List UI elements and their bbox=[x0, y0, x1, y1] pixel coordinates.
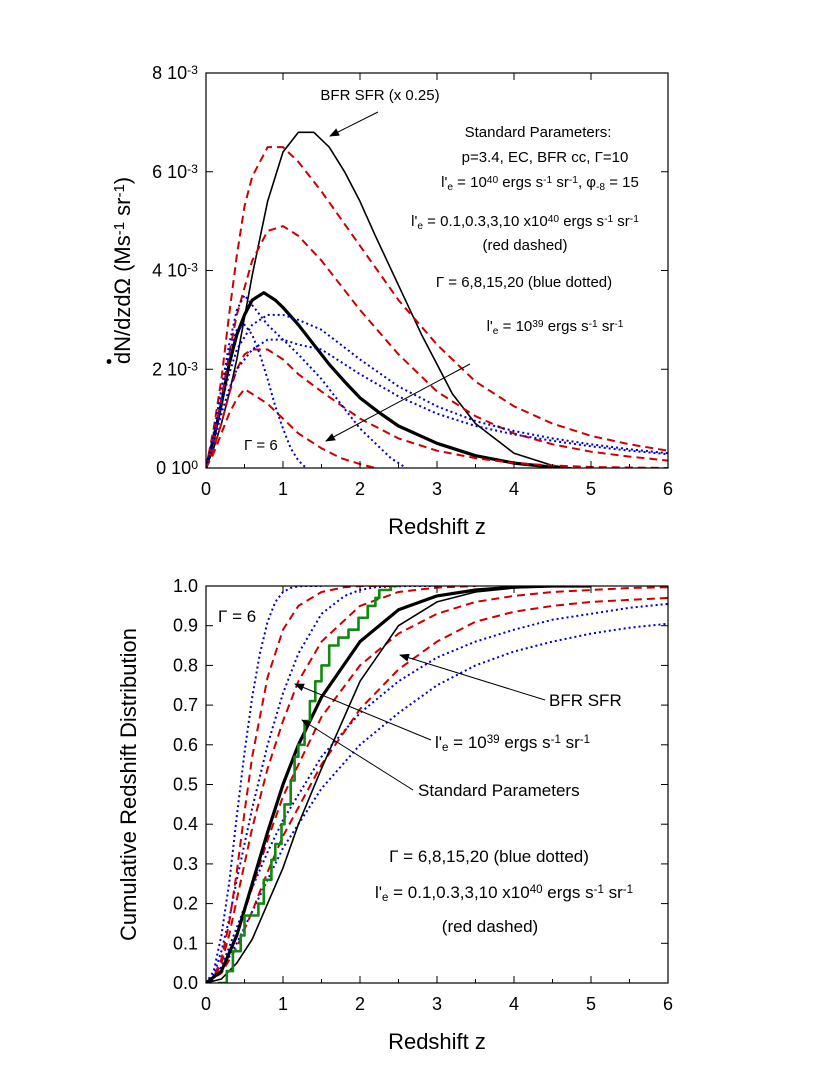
x-tick-label: 5 bbox=[586, 479, 596, 499]
x-tick-label: 1 bbox=[278, 479, 288, 499]
series-line-red-dashed-2 bbox=[206, 146, 668, 468]
series-group bbox=[206, 586, 668, 983]
annotation-g6b: Γ = 6 bbox=[218, 607, 256, 626]
annotation-le: l'e = 0.1,0.3,3,10 x1040 ergs s-1 sr-1 bbox=[411, 213, 639, 232]
series-line-red-dashed-4 bbox=[206, 348, 668, 468]
annotation-g6: Γ = 6 bbox=[244, 437, 278, 454]
y-tick-label: 0.7 bbox=[173, 695, 198, 715]
y-tick-label: 0.8 bbox=[173, 655, 198, 675]
annotation-arrow bbox=[399, 653, 546, 701]
annotation-gam: Γ = 6,8,15,20 (blue dotted) bbox=[436, 274, 612, 291]
annotation-red2: (red dashed) bbox=[442, 917, 538, 936]
derivative-dot bbox=[106, 359, 112, 364]
annotation-std4: Standard Parameters bbox=[418, 781, 580, 800]
series-line-blue-dotted-3 bbox=[206, 622, 668, 983]
series-line-black-thick-0 bbox=[206, 291, 561, 468]
annotation-red: (red dashed) bbox=[482, 237, 567, 254]
annotation-le39b: l'e = 1039 ergs s-1 sr-1 bbox=[435, 733, 590, 754]
x-axis-label: Redshift z bbox=[388, 514, 486, 539]
y-tick-label: 0.6 bbox=[173, 735, 198, 755]
series-line-blue-dotted-8 bbox=[206, 313, 668, 468]
y-axis-label: Cumulative Redshift Distribution bbox=[116, 628, 141, 941]
annotation-arrow bbox=[325, 363, 471, 442]
annotation-le2: l'e = 0.1,0.3,3,10 x1040 ergs s-1 sr-1 bbox=[375, 883, 633, 904]
y-tick-label: 0 100 bbox=[156, 458, 198, 478]
y-tick-label: 0.9 bbox=[173, 616, 198, 636]
y-tick-label: 0.2 bbox=[173, 894, 198, 914]
x-axis-label: Redshift z bbox=[388, 1029, 486, 1054]
annotation-gam2: Γ = 6,8,15,20 (blue dotted) bbox=[389, 847, 589, 866]
annotation-arrow bbox=[301, 719, 414, 791]
y-tick-label: 6 10-3 bbox=[152, 162, 198, 182]
top-panel-density-plot: 0 1 2 3 4 5 6 0 100 2 10-3 4 10-3 6 10-3 8 10-3 Reds… bbox=[106, 63, 673, 539]
x-tick-label: 6 bbox=[663, 479, 673, 499]
y-axis-label: dN/dzdΩ (Ms-1 sr-1) bbox=[110, 177, 135, 364]
annotation-std: Standard Parameters: bbox=[465, 124, 612, 141]
x-tick-label: 4 bbox=[509, 994, 519, 1014]
series-line-black-thin-9 bbox=[206, 586, 591, 983]
series-line-blue-dotted-0 bbox=[206, 586, 322, 983]
series-line-red-dashed-4 bbox=[206, 586, 399, 983]
series-line-red-dashed-5 bbox=[206, 388, 376, 468]
bottom-panel-cumulative-plot: 0 1 2 3 4 5 6 0.0 0.1 0.2 0.3 0.4 0.5 0.6 0.7 0.8 0.9 1.0… bbox=[116, 576, 673, 1054]
series-line-red-dashed-3 bbox=[206, 225, 668, 468]
series-line-blue-dotted-7 bbox=[206, 294, 407, 468]
y-tick-label: 2 10-3 bbox=[152, 359, 198, 379]
x-tick-label: 1 bbox=[278, 994, 288, 1014]
annotation-std3: l'e = 1040 ergs s-1 sr-1, φ-8 = 15 bbox=[441, 174, 639, 193]
y-tick-label: 0.4 bbox=[173, 814, 198, 834]
x-tick-label: 5 bbox=[586, 994, 596, 1014]
x-tick-label: 0 bbox=[201, 479, 211, 499]
y-tick-label: 4 10-3 bbox=[152, 261, 198, 281]
annotation-arrow bbox=[294, 683, 432, 741]
annotation-bfr: BFR SFR (x 0.25) bbox=[320, 87, 439, 104]
y-tick-label: 8 10-3 bbox=[152, 63, 198, 83]
series-line-red-dashed-5 bbox=[206, 586, 476, 983]
x-tick-label: 6 bbox=[663, 994, 673, 1014]
x-tick-label: 0 bbox=[201, 994, 211, 1014]
y-tick-label: 0.3 bbox=[173, 854, 198, 874]
y-tick-label: 0.1 bbox=[173, 933, 198, 953]
series-line-black-thick-8 bbox=[206, 586, 591, 983]
annotation-le39: l'e = 1039 ergs s-1 sr-1 bbox=[487, 318, 624, 337]
x-tick-label: 3 bbox=[432, 479, 442, 499]
series-line-blue-dotted-1 bbox=[206, 586, 437, 983]
y-tick-label: 0.5 bbox=[173, 775, 198, 795]
x-tick-label: 3 bbox=[432, 994, 442, 1014]
x-tick-label: 4 bbox=[509, 479, 519, 499]
y-tick-label: 0.0 bbox=[173, 973, 198, 993]
y-tick-label: 1.0 bbox=[173, 576, 198, 596]
annotation-std2: p=3.4, EC, BFR cc, Γ=10 bbox=[462, 149, 629, 166]
annotation-bfr2: BFR SFR bbox=[549, 691, 622, 710]
x-tick-label: 2 bbox=[355, 994, 365, 1014]
series-group bbox=[206, 131, 668, 468]
x-tick-label: 2 bbox=[355, 479, 365, 499]
annotation-arrow bbox=[329, 111, 379, 137]
series-line-green-step-10 bbox=[217, 586, 399, 983]
